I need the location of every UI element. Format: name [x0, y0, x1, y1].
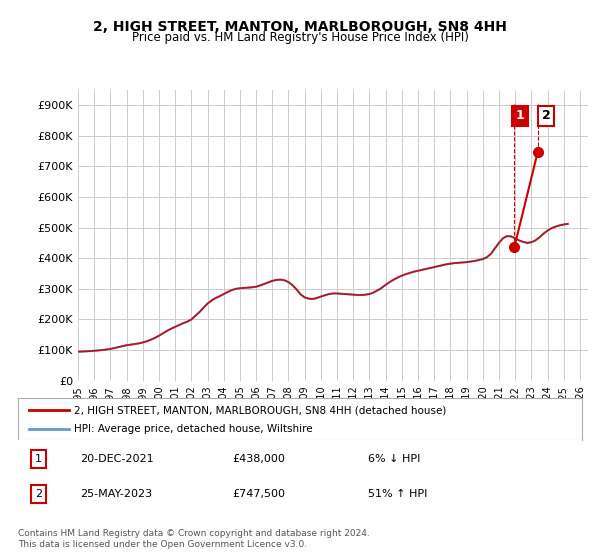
- Text: 51% ↑ HPI: 51% ↑ HPI: [368, 489, 427, 499]
- Text: 2, HIGH STREET, MANTON, MARLBOROUGH, SN8 4HH (detached house): 2, HIGH STREET, MANTON, MARLBOROUGH, SN8…: [74, 405, 447, 415]
- Text: 6% ↓ HPI: 6% ↓ HPI: [368, 454, 420, 464]
- Text: 25-MAY-2023: 25-MAY-2023: [80, 489, 152, 499]
- Text: 1: 1: [35, 454, 42, 464]
- Text: HPI: Average price, detached house, Wiltshire: HPI: Average price, detached house, Wilt…: [74, 424, 313, 434]
- Text: Contains HM Land Registry data © Crown copyright and database right 2024.
This d: Contains HM Land Registry data © Crown c…: [18, 529, 370, 549]
- Text: 2: 2: [35, 489, 42, 499]
- Text: 2, HIGH STREET, MANTON, MARLBOROUGH, SN8 4HH: 2, HIGH STREET, MANTON, MARLBOROUGH, SN8…: [93, 20, 507, 34]
- Text: £438,000: £438,000: [232, 454, 285, 464]
- Text: £747,500: £747,500: [232, 489, 286, 499]
- Text: 1: 1: [515, 109, 524, 122]
- Text: Price paid vs. HM Land Registry's House Price Index (HPI): Price paid vs. HM Land Registry's House …: [131, 31, 469, 44]
- Text: 2: 2: [542, 109, 550, 122]
- Text: 20-DEC-2021: 20-DEC-2021: [80, 454, 154, 464]
